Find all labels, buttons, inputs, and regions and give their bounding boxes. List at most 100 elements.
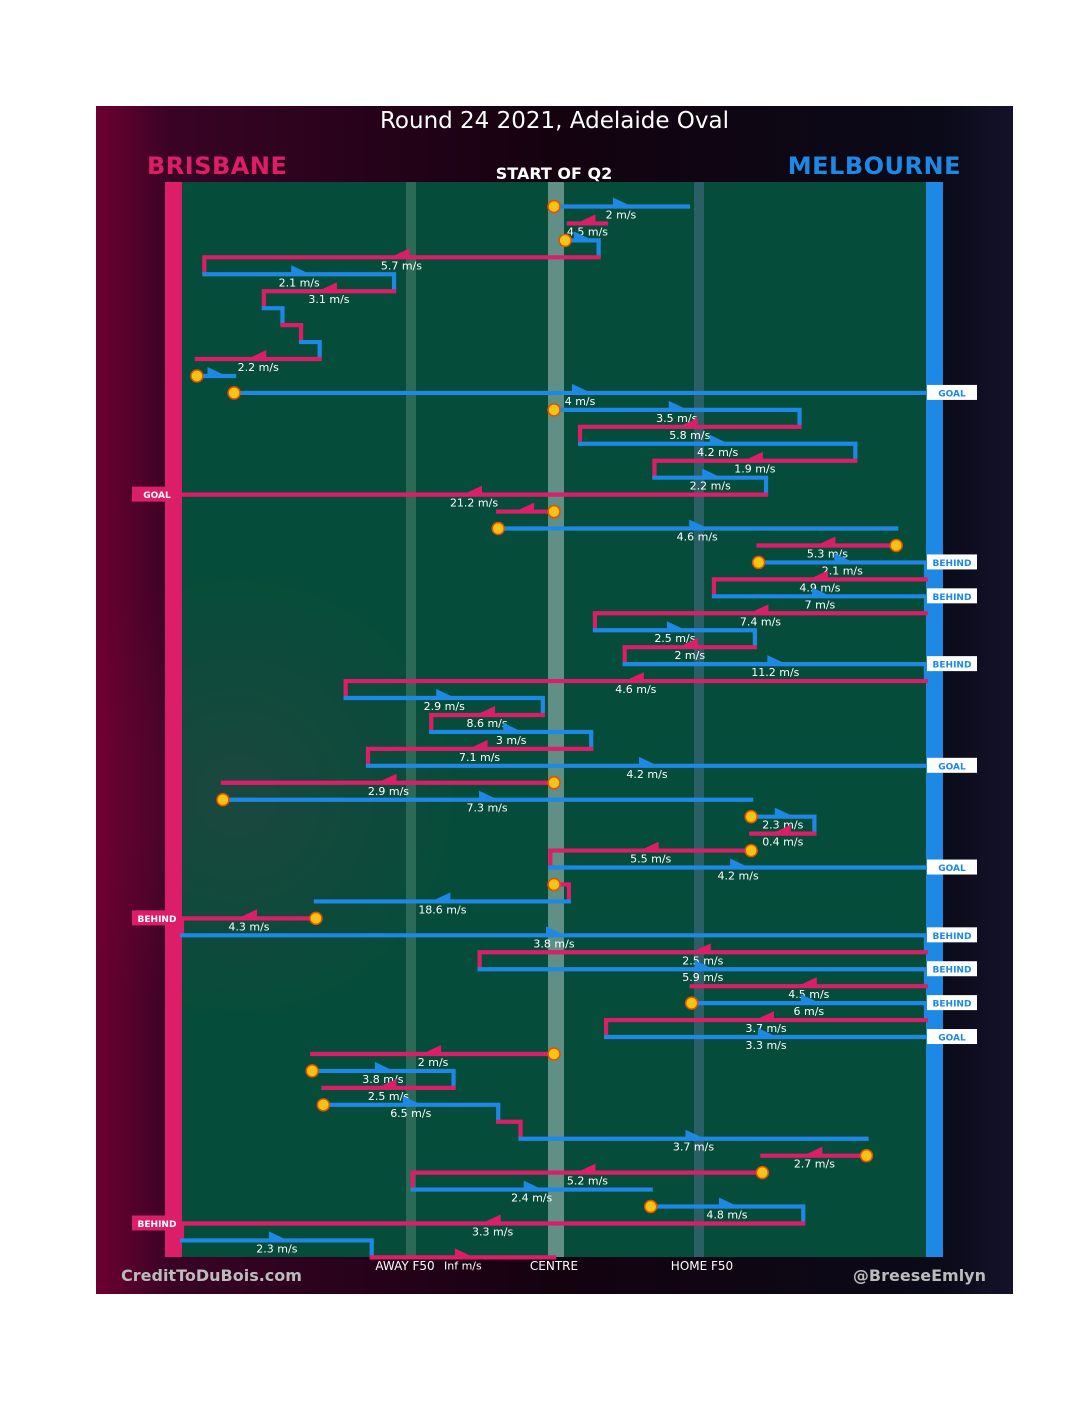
flow-arrow [639,756,657,766]
flow-arrow [834,553,853,563]
score-tag-label: BEHIND [933,932,972,942]
flow-arrow [811,587,830,597]
stoppage-marker [227,386,241,400]
score-tag [927,554,977,570]
score-tag [132,486,182,502]
speed-label: 3.3 m/s [472,1225,513,1238]
speed-label: 4.6 m/s [615,683,656,696]
stoppage-marker [744,809,758,824]
flow-arrow [758,1028,777,1038]
tick-label-home-f50: HOME F50 [670,1259,734,1273]
speed-label: 2.3 m/s [762,819,803,832]
flow-arrow [804,1146,823,1156]
flow-arrow [464,485,483,495]
speed-label: 3.7 m/s [745,1022,786,1035]
speed-label: 21.2 m/s [450,497,498,510]
speed-label: 4.9 m/s [799,581,840,594]
speed-label: 4.6 m/s [677,531,718,544]
flow-arrow [546,926,564,936]
speed-label: 7.4 m/s [740,615,781,628]
score-tag-label: BEHIND [933,593,972,603]
speed-label: 7.1 m/s [459,751,500,764]
stoppage-marker [558,233,572,248]
flow-arrow [572,383,591,393]
speed-label: 2.5 m/s [682,954,723,967]
flow-arrow [268,1231,287,1241]
score-tag [927,961,977,977]
flow-arrow [625,672,644,682]
speed-label: 4.2 m/s [718,870,759,883]
score-tag [927,927,977,943]
flow-arrow [800,994,819,1004]
flow-arrow [577,1163,596,1173]
speed-label: 8.6 m/s [466,717,507,730]
score-tag-label: GOAL [938,864,966,874]
flow-arrow [291,265,310,275]
speed-label: 4.3 m/s [228,920,269,933]
stoppage-marker [751,555,766,570]
speed-label: 5.2 m/s [567,1175,608,1188]
flow-arrow [640,841,659,851]
stoppage-marker [190,369,204,383]
flow-arrow [436,689,455,699]
speed-label: 3.8 m/s [362,1073,403,1086]
speed-label: 4.2 m/s [697,446,738,459]
speed-label: 5.9 m/s [682,971,723,984]
speed-label: 2.1 m/s [279,276,320,289]
speed-label: 0.4 m/s [762,836,803,849]
speed-label: 2.2 m/s [238,361,279,374]
stoppage-marker [755,1165,770,1180]
speed-label: 5.5 m/s [630,853,671,866]
flow-arrow [772,824,791,834]
stoppage-marker [309,911,323,926]
flow-arrow [679,638,698,648]
flow-arrow [374,1061,393,1071]
speed-label: 2.2 m/s [690,480,731,493]
flow-arrow [666,621,685,631]
speed-label: 2.7 m/s [794,1158,835,1171]
flow-arrow [391,248,410,258]
score-tag-label: BEHIND [138,915,177,925]
flow-arrow [798,977,817,987]
score-tag-label: BEHIND [933,1000,972,1010]
flow-arrow [482,1214,501,1224]
flow-arrow [523,1180,542,1190]
score-tag [132,1215,182,1231]
speed-label: 3.5 m/s [656,412,697,425]
speed-label: 3.7 m/s [673,1141,714,1154]
flow-arrow [454,1248,473,1258]
flow-arrow [573,231,592,241]
speed-label: 7.3 m/s [466,802,507,815]
speed-label: 2.3 m/s [256,1242,297,1255]
flow-arrow [756,1011,775,1021]
speed-label: 6.5 m/s [390,1107,431,1120]
away-team-label: MELBOURNE [787,152,961,180]
score-tag-label: GOAL [938,1034,966,1044]
speed-label: 18.6 m/s [418,903,466,916]
field-background [96,182,943,1257]
flow-arrow [767,655,786,665]
flow-arrow [694,960,713,970]
stoppage-marker [744,843,758,858]
flow-arrow [689,519,708,529]
flow-arrow [469,739,488,749]
credit-left: CreditToDuBois.com [121,1266,302,1285]
speed-label: 2.9 m/s [368,785,409,798]
flow-arrow [709,434,728,444]
speed-label: 3.8 m/s [533,937,574,950]
speed-label: 5.8 m/s [669,429,710,442]
stoppage-marker [305,1064,319,1078]
flow-arrow [692,943,711,953]
speed-label: 4.5 m/s [788,988,829,1001]
flow-arrow [774,807,793,817]
chart-title: Round 24 2021, Adelaide Oval [379,108,730,134]
flow-arrow [516,502,535,512]
speed-label: 2.9 m/s [424,700,465,713]
stoppage-marker [547,199,561,214]
speed-label: 4.8 m/s [706,1209,747,1222]
stoppage-marker [547,776,561,790]
stoppage-marker [547,877,561,892]
flow-arrow [809,570,828,580]
chart-canvas: 2 m/s 4.5 m/s 5.7 m/s 2.1 m/s 3.1 m/s 2.2 m/s… [96,182,977,1272]
stoppage-marker [491,521,505,536]
